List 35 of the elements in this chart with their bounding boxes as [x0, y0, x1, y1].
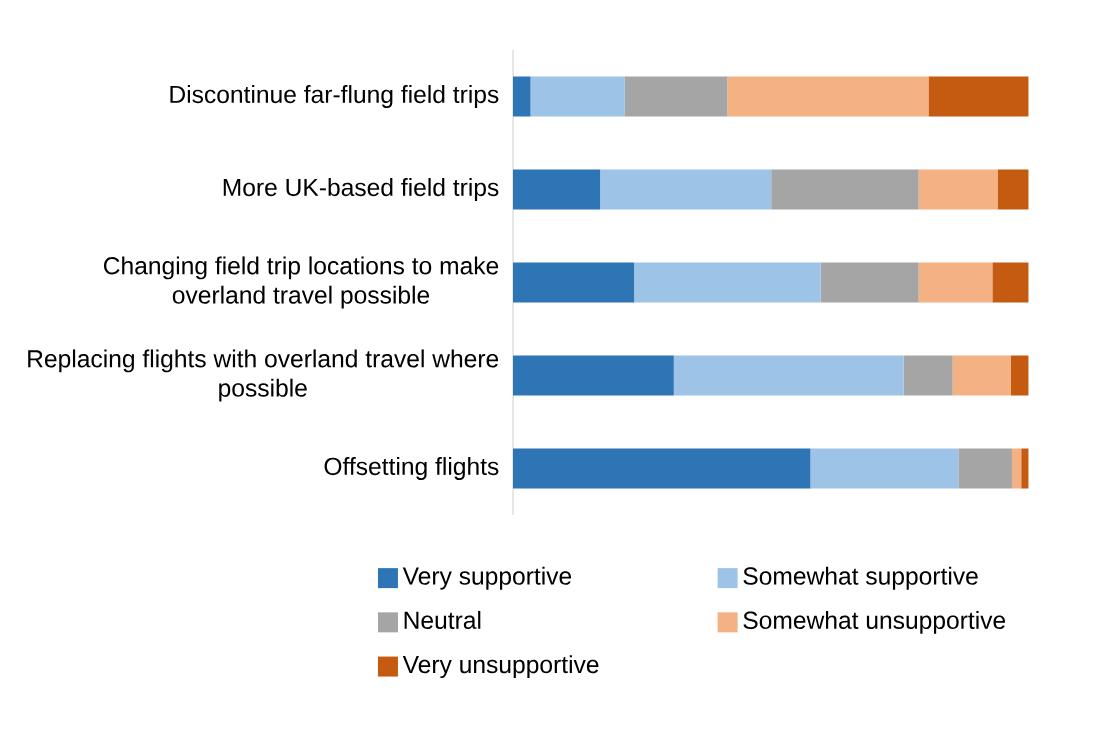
bar: [600, 169, 772, 210]
bar: [673, 355, 904, 396]
bar: [952, 355, 1011, 396]
legend-label: Somewhat supportive: [743, 566, 978, 590]
bar: [820, 262, 919, 303]
y-tick-label: More UK-based field trips: [223, 178, 499, 201]
bar: [634, 262, 821, 303]
bar: [810, 448, 959, 489]
legend-label: Somewhat unsupportive: [743, 610, 1006, 634]
y-tick-label: Offsetting flights: [324, 457, 499, 480]
bar: [992, 262, 1029, 303]
bar: [624, 76, 728, 117]
y-tick-label: Changing field trip locations to make overland travel possible: [103, 256, 499, 309]
legend-label: Very unsupportive: [402, 655, 599, 679]
legend-label: Very supportive: [402, 566, 572, 590]
bar: [1011, 448, 1022, 489]
bar: [1010, 355, 1029, 396]
bar: [958, 448, 1012, 489]
bar: [997, 169, 1029, 210]
bar: [513, 448, 811, 489]
bar: [771, 169, 919, 210]
bar: [727, 76, 929, 117]
bar: [530, 76, 625, 117]
y-tick-label: Replacing flights with overland travel where possible: [28, 349, 499, 402]
legend-label: Neutral: [404, 610, 481, 630]
y-tick-label: Discontinue far-flung field trips: [170, 85, 499, 108]
bar: [903, 355, 953, 396]
bar: [513, 169, 601, 210]
bar: [513, 355, 674, 396]
bar: [918, 262, 993, 303]
bar: [918, 169, 998, 210]
bar: [928, 76, 1029, 117]
bar: [513, 262, 635, 303]
bar: [513, 76, 531, 117]
bar: [1021, 448, 1029, 489]
